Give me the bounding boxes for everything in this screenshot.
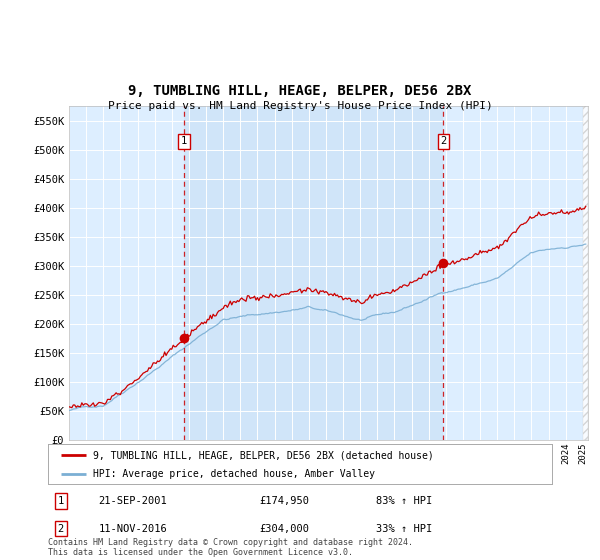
Text: Price paid vs. HM Land Registry's House Price Index (HPI): Price paid vs. HM Land Registry's House … xyxy=(107,101,493,111)
Text: 1: 1 xyxy=(181,137,187,146)
Text: 83% ↑ HPI: 83% ↑ HPI xyxy=(376,496,432,506)
Text: £174,950: £174,950 xyxy=(260,496,310,506)
Text: HPI: Average price, detached house, Amber Valley: HPI: Average price, detached house, Ambe… xyxy=(94,469,376,479)
Text: £304,000: £304,000 xyxy=(260,524,310,534)
Text: 2: 2 xyxy=(58,524,64,534)
Text: 33% ↑ HPI: 33% ↑ HPI xyxy=(376,524,432,534)
Text: 1: 1 xyxy=(58,496,64,506)
Bar xyxy=(184,106,443,440)
Text: Contains HM Land Registry data © Crown copyright and database right 2024.
This d: Contains HM Land Registry data © Crown c… xyxy=(48,538,413,557)
Text: 9, TUMBLING HILL, HEAGE, BELPER, DE56 2BX: 9, TUMBLING HILL, HEAGE, BELPER, DE56 2B… xyxy=(128,84,472,98)
Text: 2: 2 xyxy=(440,137,446,146)
Text: 11-NOV-2016: 11-NOV-2016 xyxy=(98,524,167,534)
Text: 9, TUMBLING HILL, HEAGE, BELPER, DE56 2BX (detached house): 9, TUMBLING HILL, HEAGE, BELPER, DE56 2B… xyxy=(94,450,434,460)
Bar xyxy=(583,106,588,440)
Text: 21-SEP-2001: 21-SEP-2001 xyxy=(98,496,167,506)
